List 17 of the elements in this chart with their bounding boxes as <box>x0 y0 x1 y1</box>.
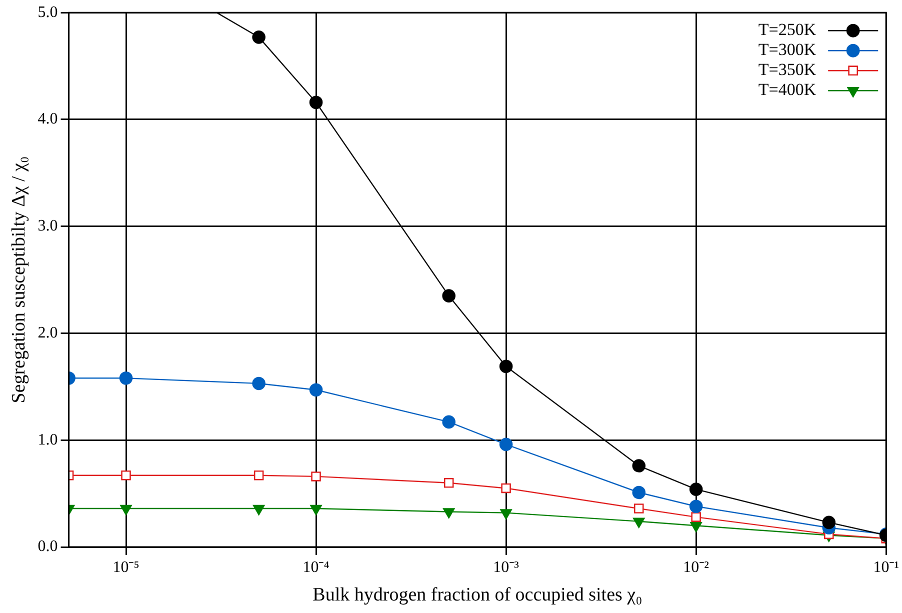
y-tick-label: 5.0 <box>38 4 58 21</box>
legend-label: T=250K <box>758 20 817 40</box>
x-tick-label: 10⁻² <box>683 558 710 576</box>
y-tick-label: 4.0 <box>38 110 58 128</box>
y-tick-label: 2.0 <box>38 324 58 342</box>
legend-label: T=300K <box>758 40 817 60</box>
x-tick-label: 10⁻³ <box>493 558 520 576</box>
y-tick-label: 1.0 <box>38 431 58 448</box>
x-axis-title: Bulk hydrogen fraction of occupied sites χ₀ <box>312 584 642 606</box>
x-tick-label: 10⁻⁵ <box>112 558 140 576</box>
y-tick-label: 3.0 <box>38 218 58 235</box>
x-tick-label: 10⁻¹ <box>873 558 900 576</box>
y-tick-label: 0.0 <box>38 538 58 556</box>
legend-label: T=400K <box>758 80 817 100</box>
legend-label: T=350K <box>758 60 817 80</box>
y-axis-title: Segregation susceptibilty Δχ / χ₀ <box>8 156 30 404</box>
x-tick-label: 10⁻⁴ <box>302 558 330 576</box>
